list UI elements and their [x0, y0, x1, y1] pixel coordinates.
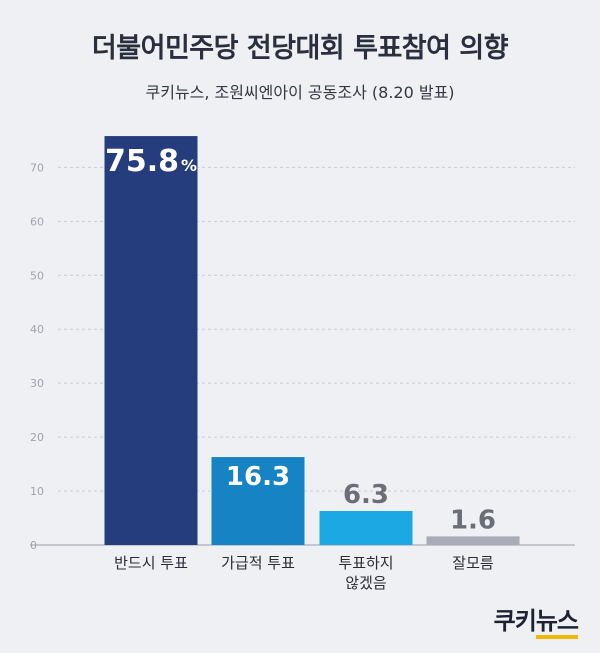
- category-label-3: 투표하지: [338, 554, 393, 572]
- category-label-4: 잘모름: [452, 554, 494, 572]
- data-label-2: 16.3: [226, 462, 290, 492]
- data-label-value: 1.6: [450, 505, 496, 535]
- y-tick-label: 20: [30, 431, 44, 444]
- kuki-news-logo: 쿠키뉴스: [493, 601, 579, 639]
- data-label-4: 1.6: [450, 505, 496, 535]
- logo-text-2: 뉴스: [535, 607, 579, 639]
- y-tick-label: 70: [30, 161, 44, 174]
- y-tick-label: 50: [30, 269, 44, 282]
- bar-1: [104, 136, 198, 545]
- y-tick-label: 10: [30, 485, 44, 498]
- data-label-unit: %: [181, 156, 197, 175]
- chart-subtitle: 쿠키뉴스, 조원씨엔아이 공동조사 (8.20 발표): [145, 83, 455, 102]
- bar-2: [211, 457, 305, 545]
- y-tick-label: 30: [30, 377, 44, 390]
- data-label-value: 16.3: [226, 462, 290, 492]
- y-tick-label: 60: [30, 215, 44, 228]
- logo-text-1: 쿠키: [493, 607, 537, 635]
- y-tick-label: 40: [30, 323, 44, 336]
- bar-4: [426, 536, 520, 545]
- data-label-value: 6.3: [343, 480, 389, 510]
- bar-3: [319, 511, 413, 545]
- category-label-3: 않겠음: [345, 574, 386, 592]
- data-label-value: 75.8: [105, 144, 179, 179]
- data-label-3: 6.3: [343, 480, 389, 510]
- chart-title: 더불어민주당 전당대회 투표참여 의향: [91, 33, 509, 64]
- category-label-2: 가급적 투표: [221, 554, 295, 572]
- data-label-1: 75.8%: [105, 144, 197, 179]
- category-label-1: 반드시 투표: [114, 554, 188, 572]
